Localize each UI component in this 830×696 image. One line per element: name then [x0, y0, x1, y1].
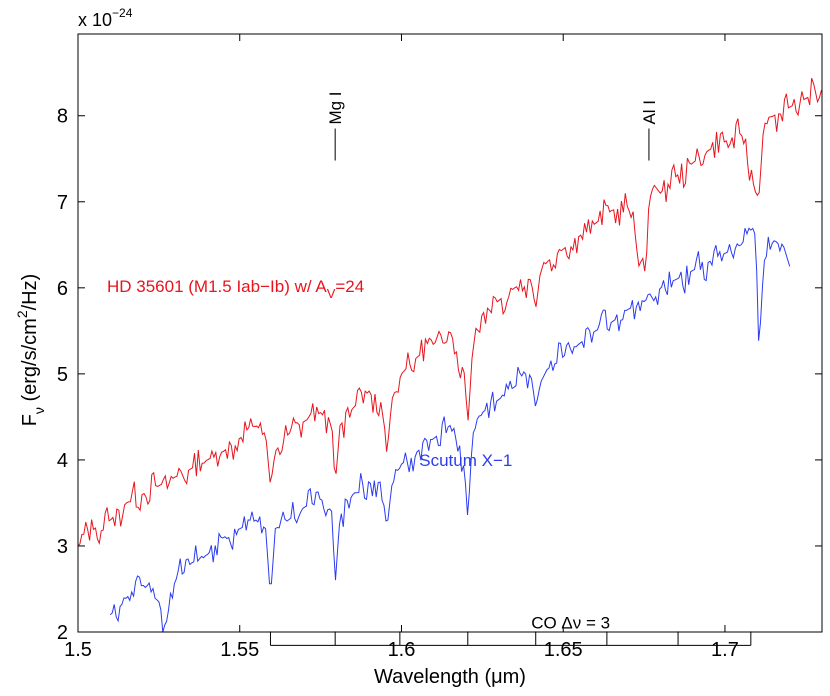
y-axis-label: Fν (erg/s/cm2/Hz)	[14, 274, 47, 427]
x-tick-label: 1.65	[544, 639, 583, 661]
x-tick-label: 1.5	[64, 639, 92, 661]
y-tick-label: 8	[57, 106, 68, 128]
x-tick-label: 1.55	[220, 639, 259, 661]
y-tick-label: 4	[57, 450, 68, 472]
y-tick-label: 5	[57, 364, 68, 386]
y-exponent-label: x 10−24	[78, 6, 133, 30]
series-line-0	[77, 78, 822, 547]
x-tick-label: 1.6	[388, 639, 416, 661]
y-tick-label: 7	[57, 192, 68, 214]
axes-frame	[77, 33, 823, 633]
y-tick-label: 2	[57, 622, 68, 644]
y-tick-label: 6	[57, 278, 68, 300]
series-label-hd35601: HD 35601 (M1.5 Iab−Ib) w/ AV=24	[107, 277, 364, 301]
x-tick-label: 1.7	[711, 639, 739, 661]
co-bracket-label: CO Δν = 3	[531, 613, 610, 632]
series-line-1	[109, 227, 791, 633]
x-axis-label: Wavelength (μm)	[374, 666, 526, 688]
line-marker-label: Al I	[640, 100, 659, 125]
line-marker-label: Mg I	[326, 91, 345, 124]
series-label-scutum: Scutum X−1	[419, 451, 512, 470]
y-tick-label: 3	[57, 536, 68, 558]
plot-area: 1.5 1.55 1.6 1.65 1.7 2 3 4 5 6 7 8 Mg I Al I Scutum X…	[57, 34, 822, 661]
